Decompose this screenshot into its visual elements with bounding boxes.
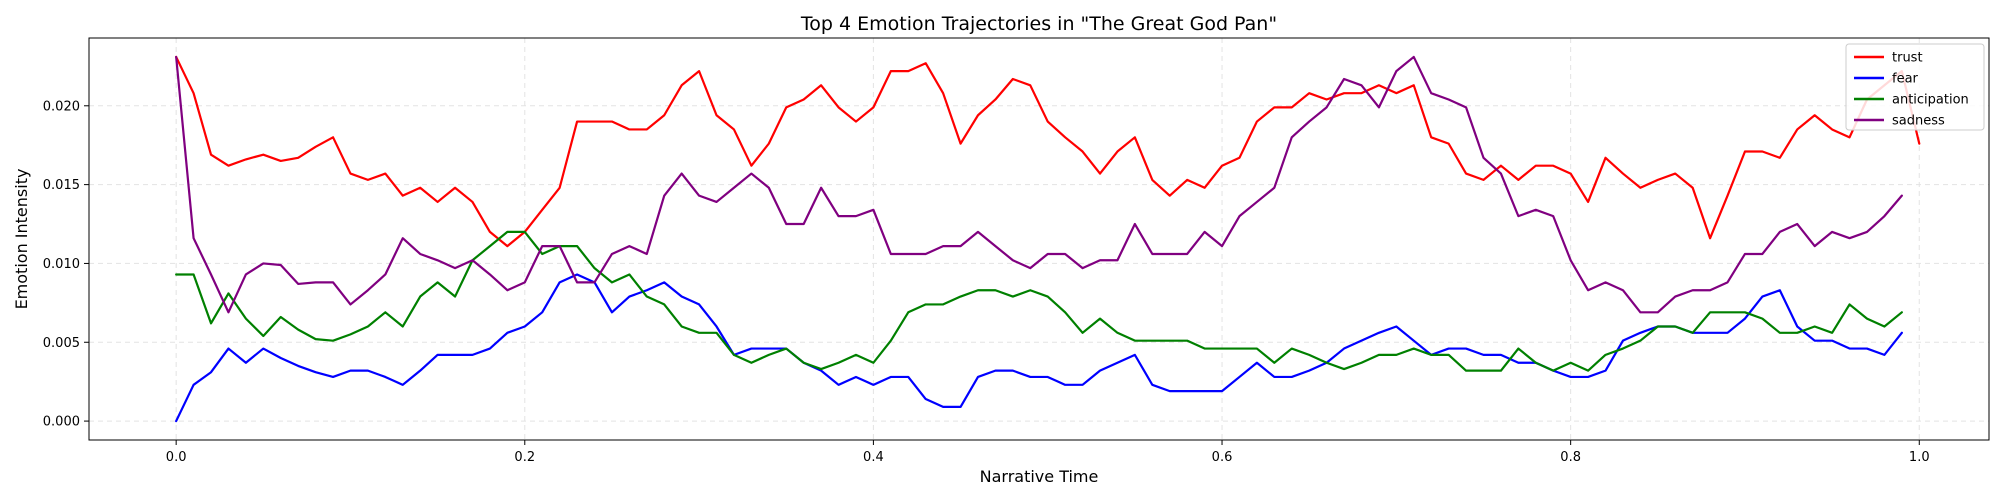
series-line-anticipation — [175, 230, 1903, 372]
y-axis-label: Emotion Intensity — [12, 169, 31, 310]
legend-label-anticipation: anticipation — [1892, 93, 1969, 108]
legend-entries: trust fear anticipation sadness — [1854, 51, 1969, 129]
x-tick-label-1: 0.2 — [514, 450, 535, 465]
x-axis-ticks: 0.0 0.2 0.4 0.6 0.8 1.0 — [166, 440, 1930, 465]
y-axis-ticks: 0.000 0.005 0.010 0.015 0.020 — [43, 99, 89, 430]
x-tick-label-0: 0.0 — [166, 450, 187, 465]
y-tick-label-4: 0.020 — [43, 99, 80, 114]
series-lines — [175, 55, 1921, 423]
series-line-trust — [175, 55, 1921, 248]
x-tick-label-4: 0.8 — [1560, 450, 1581, 465]
x-axis-label: Narrative Time — [980, 467, 1099, 486]
chart-title: Top 4 Emotion Trajectories in "The Great… — [800, 13, 1277, 35]
series-line-fear — [175, 273, 1903, 423]
legend-label-sadness: sadness — [1892, 114, 1945, 129]
y-tick-label-2: 0.010 — [43, 257, 80, 272]
x-tick-label-3: 0.6 — [1212, 450, 1233, 465]
y-tick-label-3: 0.015 — [43, 178, 80, 193]
y-tick-label-1: 0.005 — [43, 336, 80, 351]
legend-box — [1845, 43, 1985, 131]
legend-label-trust: trust — [1892, 51, 1923, 66]
y-tick-label-0: 0.000 — [43, 415, 80, 430]
series-line-sadness — [175, 55, 1903, 314]
legend-label-fear: fear — [1892, 72, 1919, 87]
x-tick-label-2: 0.4 — [863, 450, 884, 465]
plot-frame — [88, 37, 1990, 441]
legend: trust fear anticipation sadness — [1845, 43, 1985, 131]
x-tick-label-5: 1.0 — [1909, 450, 1930, 465]
